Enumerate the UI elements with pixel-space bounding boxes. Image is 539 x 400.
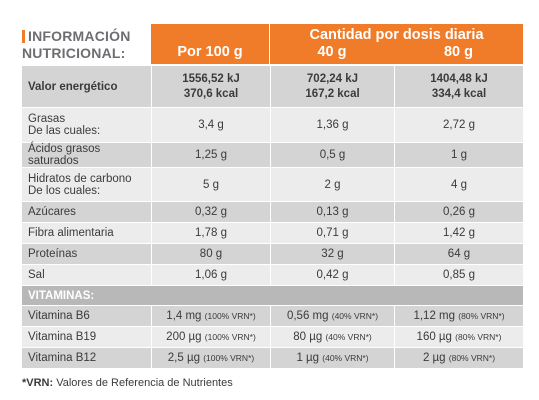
vitamins-header-row: VITAMINAS: xyxy=(21,285,524,306)
fat-d80: 2,72 g xyxy=(394,107,524,143)
protein-d40: 32 g xyxy=(270,243,395,265)
satfat-d40: 0,5 g xyxy=(270,142,395,168)
sugars-d80: 0,26 g xyxy=(394,201,524,223)
carbs-per100: 5 g xyxy=(151,167,271,202)
table-title: INFORMACIÓN NUTRICIONAL: xyxy=(22,28,150,64)
dose-80-label: 80 g xyxy=(443,44,473,60)
satfat-d80: 1 g xyxy=(394,142,524,168)
b19-label: Vitamina B19 xyxy=(21,326,152,348)
fiber-d40: 0,71 g xyxy=(270,222,395,244)
table-row-b12: Vitamina B12 2,5 µg (100% VRN*) 1 µg (40… xyxy=(21,347,524,369)
b6-label: Vitamina B6 xyxy=(21,305,152,327)
fiber-d80: 1,42 g xyxy=(394,222,524,244)
b12-per100: 2,5 µg (100% VRN*) xyxy=(151,347,271,369)
table-row-fat: Grasas De las cuales: 3,4 g 1,36 g 2,72 g xyxy=(21,107,524,143)
carbs-d80: 4 g xyxy=(394,167,524,202)
vitamins-header: VITAMINAS: xyxy=(21,285,524,306)
salt-label: Sal xyxy=(21,264,152,286)
table-row-sugars: Azúcares 0,32 g 0,13 g 0,26 g xyxy=(21,201,524,223)
sugars-per100: 0,32 g xyxy=(151,201,271,223)
b12-d40: 1 µg (40% VRN*) xyxy=(270,347,395,369)
nutrition-table: Valor energético 1556,52 kJ 370,6 kcal 70… xyxy=(21,65,524,369)
per100-header: Por 100 g xyxy=(151,24,269,64)
energy-per100: 1556,52 kJ 370,6 kcal xyxy=(151,65,271,108)
b19-d40: 80 µg (40% VRN*) xyxy=(270,326,395,348)
salt-d40: 0,42 g xyxy=(270,264,395,286)
satfat-label: Ácidos grasos saturados xyxy=(21,142,152,168)
table-row-b6: Vitamina B6 1,4 mg (100% VRN*) 0,56 mg (… xyxy=(21,305,524,327)
table-row-salt: Sal 1,06 g 0,42 g 0,85 g xyxy=(21,264,524,286)
dose-40-label: 40 g xyxy=(317,44,347,60)
table-row-fiber: Fibra alimentaria 1,78 g 0,71 g 1,42 g xyxy=(21,222,524,244)
footnote: *VRN: Valores de Referencia de Nutriente… xyxy=(22,377,233,389)
energy-d80: 1404,48 kJ 334,4 kcal xyxy=(394,65,524,108)
protein-per100: 80 g xyxy=(151,243,271,265)
table-row-satfat: Ácidos grasos saturados 1,25 g 0,5 g 1 g xyxy=(21,142,524,168)
protein-label: Proteínas xyxy=(21,243,152,265)
footnote-term: *VRN: xyxy=(22,377,54,389)
b19-per100: 200 µg (100% VRN*) xyxy=(151,326,271,348)
salt-per100: 1,06 g xyxy=(151,264,271,286)
sugars-d40: 0,13 g xyxy=(270,201,395,223)
table-row-b19: Vitamina B19 200 µg (100% VRN*) 80 µg (4… xyxy=(21,326,524,348)
energy-label: Valor energético xyxy=(21,65,152,108)
per100-label: Por 100 g xyxy=(177,44,243,60)
table-row-carbs: Hidratos de carbono De los cuales: 5 g 2 … xyxy=(21,167,524,202)
b6-d80: 1,12 mg (80% VRN*) xyxy=(394,305,524,327)
title-line-1: INFORMACIÓN xyxy=(28,28,131,44)
sugars-label: Azúcares xyxy=(21,201,152,223)
dose-header: Cantidad por dosis diaria 40 g 80 g xyxy=(270,24,523,64)
b6-d40: 0,56 mg (40% VRN*) xyxy=(270,305,395,327)
b12-d80: 2 µg (80% VRN*) xyxy=(394,347,524,369)
energy-d40: 702,24 kJ 167,2 kcal xyxy=(270,65,395,108)
protein-d80: 64 g xyxy=(394,243,524,265)
satfat-per100: 1,25 g xyxy=(151,142,271,168)
table-row-energy: Valor energético 1556,52 kJ 370,6 kcal 70… xyxy=(21,65,524,108)
carbs-d40: 2 g xyxy=(270,167,395,202)
footnote-text: Valores de Referencia de Nutrientes xyxy=(53,377,233,389)
fiber-per100: 1,78 g xyxy=(151,222,271,244)
fat-label: Grasas De las cuales: xyxy=(21,107,152,143)
fiber-label: Fibra alimentaria xyxy=(21,222,152,244)
b12-label: Vitamina B12 xyxy=(21,347,152,369)
dose-title: Cantidad por dosis diaria xyxy=(309,27,484,43)
table-row-protein: Proteínas 80 g 32 g 64 g xyxy=(21,243,524,265)
fat-d40: 1,36 g xyxy=(270,107,395,143)
b6-per100: 1,4 mg (100% VRN*) xyxy=(151,305,271,327)
carbs-label: Hidratos de carbono De los cuales: xyxy=(21,167,152,202)
fat-per100: 3,4 g xyxy=(151,107,271,143)
title-line-2: NUTRICIONAL: xyxy=(22,45,126,61)
title-accent-bar xyxy=(22,30,25,43)
b19-d80: 160 µg (80% VRN*) xyxy=(394,326,524,348)
salt-d80: 0,85 g xyxy=(394,264,524,286)
